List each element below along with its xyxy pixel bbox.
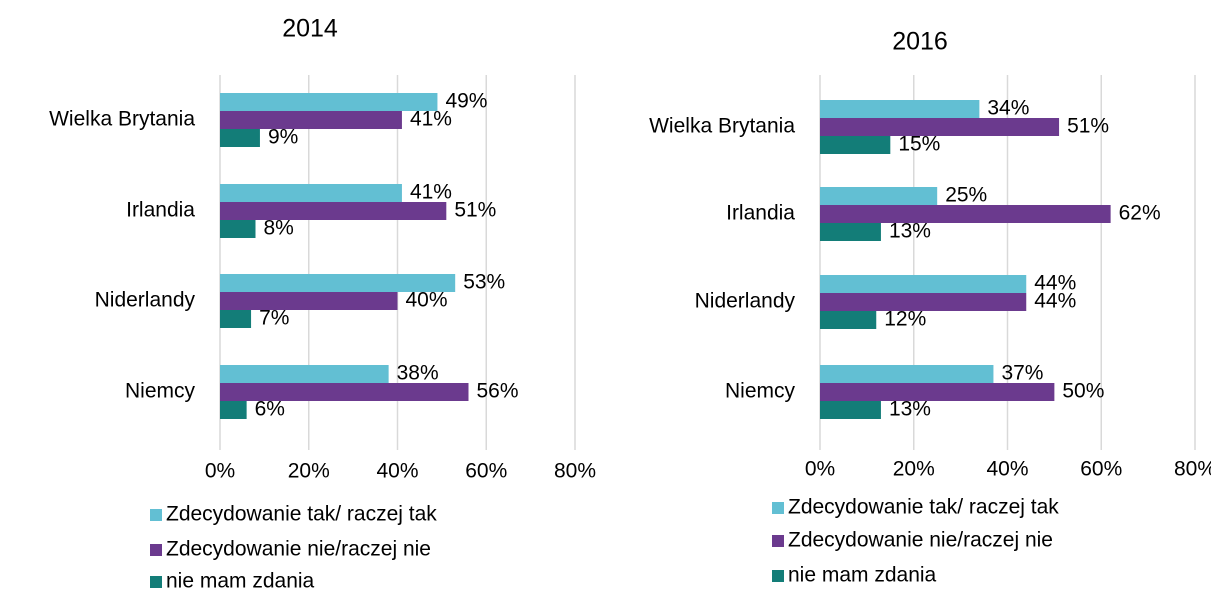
data-label: 25% [945, 184, 987, 207]
legend-swatch [772, 502, 784, 514]
bar [220, 129, 260, 147]
x-tick-label: 80% [1174, 458, 1211, 481]
bar [820, 187, 938, 205]
bar [820, 205, 1111, 223]
bar [220, 365, 389, 383]
data-label: 41% [410, 181, 452, 204]
data-label: 51% [1067, 115, 1109, 138]
data-label: 15% [898, 133, 940, 156]
bar [220, 274, 456, 292]
data-label: 50% [1062, 380, 1104, 403]
bar [820, 293, 1027, 311]
y-tick-label: Niemcy [725, 380, 796, 403]
legend-swatch [772, 570, 784, 582]
bar [820, 223, 881, 241]
data-label: 51% [454, 199, 496, 222]
bar [820, 275, 1027, 293]
data-label: 44% [1034, 272, 1076, 295]
bar [220, 184, 402, 202]
x-tick-label: 40% [376, 460, 418, 483]
legend-label: Zdecydowanie nie/raczej nie [166, 538, 431, 561]
data-label: 7% [259, 307, 289, 330]
bar [820, 136, 891, 154]
bar [220, 93, 438, 111]
legend-label: Zdecydowanie tak/ raczej tak [788, 496, 1059, 519]
y-tick-label: Irlandia [126, 199, 195, 222]
bar [220, 202, 447, 220]
x-tick-label: 0% [205, 460, 235, 483]
y-tick-label: Niemcy [125, 380, 196, 403]
data-label: 53% [463, 271, 505, 294]
y-tick-label: Wielka Brytania [649, 115, 795, 138]
x-tick-label: 60% [1080, 458, 1122, 481]
legend-label: nie mam zdania [166, 570, 315, 592]
legend-label: nie mam zdania [788, 564, 937, 587]
bar [820, 100, 980, 118]
data-label: 34% [987, 97, 1029, 120]
bar [820, 365, 994, 383]
legend-label: Zdecydowanie nie/raczej nie [788, 529, 1053, 552]
bar [220, 111, 402, 129]
bar [820, 383, 1055, 401]
data-label: 13% [889, 220, 931, 243]
bar [220, 401, 247, 419]
legend-swatch [772, 535, 784, 547]
chart-title: 2014 [282, 15, 338, 43]
x-tick-label: 60% [465, 460, 507, 483]
data-label: 49% [445, 90, 487, 113]
bar [820, 311, 877, 329]
y-tick-label: Wielka Brytania [49, 108, 195, 131]
legend-label: Zdecydowanie tak/ raczej tak [166, 503, 437, 526]
data-label: 8% [264, 217, 294, 240]
x-tick-label: 20% [288, 460, 330, 483]
data-label: 56% [477, 380, 519, 403]
x-tick-label: 40% [986, 458, 1028, 481]
data-label: 44% [1034, 290, 1076, 313]
legend-swatch [150, 509, 162, 521]
y-tick-label: Niderlandy [95, 289, 196, 312]
data-label: 13% [889, 398, 931, 421]
bar [220, 383, 469, 401]
data-label: 38% [397, 362, 439, 385]
data-label: 40% [406, 289, 448, 312]
data-label: 12% [884, 308, 926, 331]
data-label: 6% [255, 398, 285, 421]
data-label: 9% [268, 126, 298, 149]
data-label: 37% [1001, 362, 1043, 385]
chart-title: 2016 [892, 28, 948, 56]
x-tick-label: 0% [805, 458, 835, 481]
y-tick-label: Niderlandy [695, 290, 796, 313]
data-label: 62% [1119, 202, 1161, 225]
legend-swatch [150, 544, 162, 556]
data-label: 41% [410, 108, 452, 131]
x-tick-label: 80% [554, 460, 596, 483]
bar [820, 401, 881, 419]
y-tick-label: Irlandia [726, 202, 795, 225]
bar [820, 118, 1060, 136]
bar [220, 220, 256, 238]
x-tick-label: 20% [893, 458, 935, 481]
bar [220, 292, 398, 310]
bar [220, 310, 252, 328]
legend-swatch [150, 576, 162, 588]
